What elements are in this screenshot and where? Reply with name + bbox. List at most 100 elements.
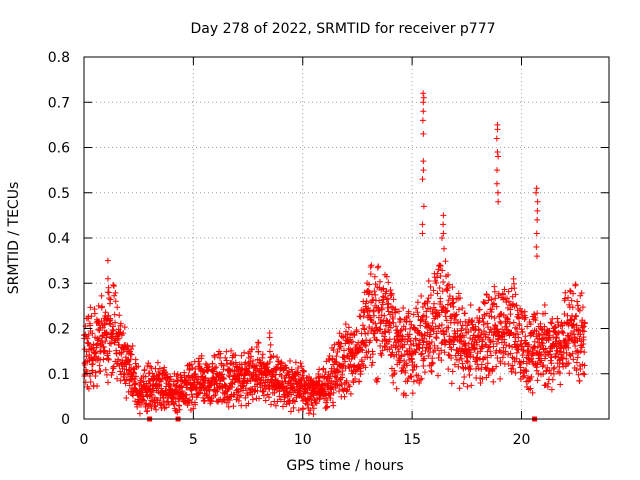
data-point [386,320,393,327]
data-point [534,216,541,223]
data-point [443,328,450,335]
data-point [295,365,302,372]
data-point [575,371,582,378]
data-point [541,348,548,355]
data-point [386,329,393,336]
x-axis-label: GPS time / hours [286,458,403,474]
data-point [183,392,190,399]
data-point [378,318,385,325]
data-point [290,397,297,404]
data-point [572,342,579,349]
data-point [455,290,462,297]
data-point [378,352,385,359]
x-tick-label: 20 [513,432,531,448]
data-point [356,378,363,385]
data-point [367,337,374,344]
data-point [132,373,139,380]
data-point [484,360,491,367]
data-point [352,376,359,383]
data-point [381,328,388,335]
data-point [383,317,390,324]
data-point [439,235,446,241]
data-point [363,298,370,305]
data-point [104,257,111,264]
data-point [383,288,390,295]
data-point [413,363,420,370]
data-point [572,281,579,288]
data-point [255,340,262,347]
data-point [274,354,281,361]
data-point [448,355,455,362]
data-point [346,364,353,371]
data-point [446,293,453,300]
data-point [512,291,519,298]
data-point [371,288,378,295]
data-point [394,337,401,344]
data-point [232,359,239,366]
data-point [201,398,208,405]
data-point [467,349,474,356]
data-point [481,300,488,307]
data-point [410,367,417,374]
data-point [85,385,92,392]
data-point [111,292,118,299]
data-point [577,292,584,299]
data-point [141,366,148,373]
data-point [369,351,376,358]
data-point [500,344,507,351]
data-point [440,221,447,228]
data-point [384,295,391,302]
data-point [100,356,107,363]
data-point [384,301,391,308]
data-point [514,342,521,349]
data-point [202,360,209,367]
data-point [267,341,274,348]
data-point [334,349,341,356]
data-point [188,361,195,368]
data-point [493,180,500,187]
data-point [228,383,235,390]
data-point [474,355,481,362]
data-point [362,330,369,337]
data-point [526,377,533,384]
data-point [456,385,463,392]
data-point [401,341,408,348]
data-point [434,290,441,297]
data-point [420,130,427,137]
data-point [101,347,108,354]
data-point [259,351,266,358]
data-point [375,263,382,270]
data-point [256,395,263,402]
data-point [253,344,260,351]
data-point [553,334,560,341]
data-point [209,360,216,367]
data-point [566,351,573,358]
data-point [376,297,383,304]
data-point [490,378,497,385]
data-point [298,363,305,370]
data-point [467,363,474,370]
data-point [259,388,266,395]
data-point [476,306,483,313]
data-point [349,370,356,377]
data-point [89,330,96,337]
data-point [213,364,220,371]
data-point [462,342,469,349]
data-point [467,302,474,309]
data-point [507,350,514,357]
data-point [378,312,385,319]
data-point [527,321,534,328]
data-point [359,347,366,354]
data-point [528,373,535,380]
data-point [115,335,122,342]
data-point [381,312,388,319]
data-point [461,310,468,317]
data-point [367,316,374,323]
data-point [381,336,388,343]
data-point [485,344,492,351]
data-point [190,405,197,412]
data-point [565,294,572,301]
data-point [176,402,183,409]
data-point [102,366,109,373]
data-point [342,321,349,328]
